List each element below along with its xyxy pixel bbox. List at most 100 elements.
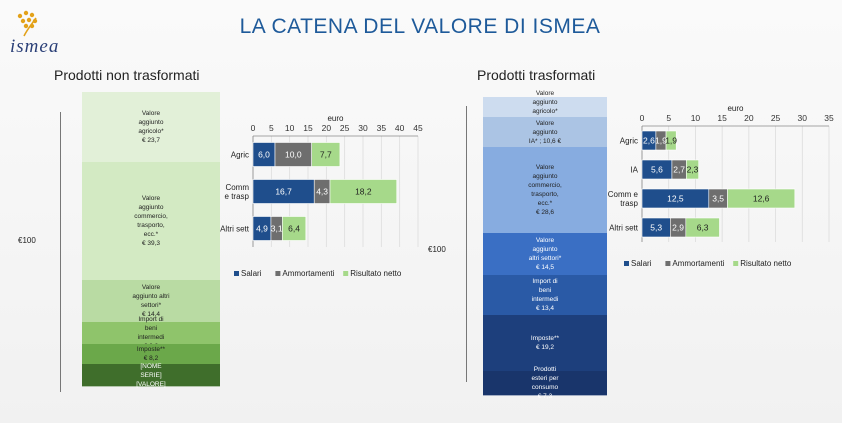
bar-data-label: 3,1 xyxy=(271,224,283,234)
legend-swatch xyxy=(343,271,349,276)
left-stack-segment: Import di beni intermedi € 6,3 xyxy=(82,316,220,350)
right-total-brace xyxy=(466,106,467,382)
right-section-title: Prodotti trasformati xyxy=(477,67,596,83)
legend-swatch xyxy=(665,261,671,266)
slide-title: LA CATENA DEL VALORE DI ISMEA xyxy=(239,15,601,38)
category-label: Altri sett xyxy=(220,225,250,234)
left-section-title: Prodotti non trasformati xyxy=(54,67,200,83)
category-label: Agric xyxy=(620,137,638,146)
x-tick-label: 15 xyxy=(303,123,313,133)
x-tick-label: 15 xyxy=(717,113,727,123)
x-tick-label: 30 xyxy=(358,123,368,133)
left-stack-segment-label: Valore aggiunto altri settori* € 14,4 xyxy=(132,284,170,318)
left-stack-segment: [NOME SERIE] [VALORE] xyxy=(82,363,220,388)
x-tick-label: 25 xyxy=(340,123,350,133)
left-stack-segment-label: Valore aggiunto agricolo* € 23,7 xyxy=(138,110,164,144)
ismea-logo-mark xyxy=(17,10,38,37)
category-label: Comm xyxy=(225,183,249,192)
bar-segment xyxy=(686,159,699,180)
bar-segment xyxy=(282,216,307,241)
bar-data-label: 2,9 xyxy=(672,223,684,233)
left-stack-segment-label: Valore aggiunto commercio, trasporto, ec… xyxy=(134,195,168,247)
bar-data-label: 6,0 xyxy=(258,150,270,160)
x-tick-label: 35 xyxy=(824,113,834,123)
legend-swatch xyxy=(624,261,629,266)
category-label: Altri sett xyxy=(609,224,639,233)
left-total-brace xyxy=(60,112,61,392)
x-tick-label: 40 xyxy=(395,123,405,133)
logo-text: ismea xyxy=(10,36,60,57)
bar-data-label: 7,7 xyxy=(320,150,332,160)
category-label: Comm e xyxy=(608,190,639,199)
right-stack-segment: Import di beni intermedi € 13,4 xyxy=(483,275,607,316)
x-tick-label: 45 xyxy=(413,123,423,133)
right-stack-segment: Valore aggiunto commercio, trasporto, ec… xyxy=(483,147,607,234)
right-total-label: €100 xyxy=(428,245,446,254)
x-tick-label: 30 xyxy=(798,113,808,123)
right-stack-segment-label: Prodotti esteri per consumo € 7,3 xyxy=(531,366,559,400)
bar-data-label: 3,5 xyxy=(712,194,724,204)
bar-segment xyxy=(329,179,398,204)
bar-segment xyxy=(727,188,796,209)
right-stack-segment: Valore aggiunto IA* ; 10,6 € xyxy=(483,117,607,148)
legend-label: Risultato netto xyxy=(740,259,792,268)
right-stack-segment: Valore aggiunto agricolo* € 6,4 xyxy=(483,90,607,124)
x-tick-label: 20 xyxy=(322,123,332,133)
left-value-stack: Valore aggiunto agricolo* € 23,7 Valore a… xyxy=(82,92,220,397)
x-tick-label: 20 xyxy=(744,113,754,123)
bar-data-label: 6,4 xyxy=(288,224,300,234)
legend-label: Salari xyxy=(241,269,262,278)
left-total-label: €100 xyxy=(18,236,36,245)
x-tick-label: 10 xyxy=(285,123,295,133)
category-label: Agric xyxy=(231,151,249,160)
x-tick-label: 10 xyxy=(691,113,701,123)
bar-data-label: 2,6 xyxy=(643,136,655,146)
bar-data-label: 2,3 xyxy=(687,165,699,175)
x-tick-label: 5 xyxy=(666,113,671,123)
bar-data-label: 5,6 xyxy=(651,165,663,175)
bar-data-label: 18,2 xyxy=(355,187,372,197)
legend-swatch xyxy=(733,261,739,266)
bar-data-label: 12,6 xyxy=(753,194,770,204)
bar-segment xyxy=(252,179,315,204)
left-stack-segment: Valore aggiunto commercio, trasporto, ec… xyxy=(82,162,220,281)
bar-data-label: 5,3 xyxy=(650,223,662,233)
right-stack-segment-label: Import di beni intermedi € 13,4 xyxy=(531,278,559,312)
bar-data-label: 1,9 xyxy=(665,136,677,146)
legend-swatch xyxy=(234,271,239,276)
bar-segment xyxy=(685,217,720,238)
bar-data-label: 1,9 xyxy=(655,136,667,146)
right-stack-segment-label: Imposte** € 19,2 xyxy=(530,335,560,351)
bar-data-label: 10,0 xyxy=(285,150,302,160)
legend-label: Risultato netto xyxy=(350,269,402,278)
bar-data-label: 4,9 xyxy=(256,224,268,234)
legend-label: Ammortamenti xyxy=(282,269,334,278)
category-label: IA xyxy=(630,166,638,175)
right-stack-segment-label: Valore aggiunto altri settori* € 14,5 xyxy=(528,237,562,271)
bar-data-label: 6,3 xyxy=(697,223,709,233)
chart-unit-label: euro xyxy=(727,104,744,113)
right-stack-segment-label: Valore aggiunto IA* ; 10,6 € xyxy=(528,119,562,145)
x-tick-label: 0 xyxy=(640,113,645,123)
right-stack-segment-label: Valore aggiunto commercio, trasporto, ec… xyxy=(528,164,562,216)
legend-label: Ammortamenti xyxy=(672,259,724,268)
bar-segment xyxy=(274,142,312,167)
bar-data-label: 4,3 xyxy=(316,187,328,197)
x-tick-label: 5 xyxy=(269,123,274,133)
bar-segment xyxy=(665,130,677,151)
right-stack-segment: Imposte** € 19,2 xyxy=(483,315,607,372)
left-stack-segment-label: Imposte** € 8,2 xyxy=(136,346,166,362)
chart-unit-label: euro xyxy=(327,114,344,123)
bar-data-label: 2,7 xyxy=(673,165,685,175)
category-label: e trasp xyxy=(225,192,250,201)
right-stack-segment: Prodotti esteri per consumo € 7,3 xyxy=(483,366,607,400)
bar-segment xyxy=(311,142,341,167)
x-tick-label: 35 xyxy=(377,123,387,133)
left-stack-segment: Valore aggiunto agricolo* € 23,7 xyxy=(82,92,220,163)
x-tick-label: 0 xyxy=(251,123,256,133)
right-value-stack: Valore aggiunto agricolo* € 6,4Valore ag… xyxy=(483,90,607,400)
bar-data-label: 12,5 xyxy=(667,194,684,204)
bar-data-label: 16,7 xyxy=(275,187,292,197)
category-label: trasp xyxy=(620,199,638,208)
